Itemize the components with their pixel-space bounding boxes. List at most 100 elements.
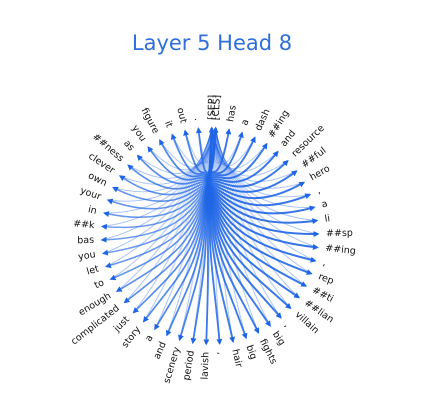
attention-edge-faint <box>215 128 268 169</box>
attention-edge <box>101 183 209 256</box>
attention-edge-faint <box>211 127 319 235</box>
attention-edge-faint <box>211 127 318 248</box>
attention-edge-faint <box>171 128 217 166</box>
attention-edge-faint <box>215 128 278 173</box>
attention-edge-faint <box>215 128 310 198</box>
attention-edge-faint <box>215 128 307 287</box>
attention-edge <box>207 159 289 188</box>
attention-edge-faint <box>102 128 217 227</box>
token-label: , <box>322 257 327 268</box>
attention-edge-faint <box>215 128 243 165</box>
token-label: let <box>85 263 100 277</box>
attention-edge-faint <box>215 128 247 338</box>
attention-edges <box>100 126 320 346</box>
token-label: has <box>225 104 239 123</box>
attention-edge <box>123 183 209 304</box>
token-label: ##sp <box>326 228 353 240</box>
attention-edge <box>106 183 209 210</box>
attention-edge <box>115 183 209 292</box>
attention-edge-strong <box>206 126 215 185</box>
attention-edge-faint <box>215 128 316 262</box>
token-label: big <box>244 344 259 362</box>
token-label: hair <box>229 348 244 368</box>
attention-edge-faint <box>215 128 312 275</box>
attention-edge-faint <box>215 128 304 189</box>
attention-edge-faint <box>128 127 213 179</box>
attention-edge <box>207 183 317 263</box>
token-label: a <box>239 118 251 127</box>
attention-edge <box>112 183 209 202</box>
attention-edge-faint <box>215 128 319 235</box>
attention-edge-faint <box>211 127 310 198</box>
token-label: as <box>121 138 136 153</box>
attention-edge-faint <box>108 128 217 202</box>
attention-edge-faint <box>211 127 307 287</box>
attention-edge <box>100 183 209 243</box>
attention-edge-faint <box>137 127 213 174</box>
attention-edge <box>159 138 209 185</box>
token-label: , <box>215 351 226 355</box>
attention-edge <box>207 183 312 207</box>
attention-edge-faint <box>102 127 213 227</box>
attention-edge <box>109 183 209 281</box>
attention-edge-faint <box>159 127 213 168</box>
attention-edge-faint <box>205 128 217 344</box>
attention-edge <box>147 146 209 185</box>
attention-edge <box>207 183 316 215</box>
token-label: lavish <box>200 352 212 380</box>
token-label: [SEP] <box>207 95 218 120</box>
attention-edge-faint <box>101 127 213 241</box>
attention-edge <box>118 175 209 196</box>
attention-edge-faint <box>211 127 271 326</box>
attention-edge-faint <box>108 127 213 202</box>
attention-edge-faint <box>215 128 297 182</box>
attention-edge <box>207 183 313 275</box>
attention-edge <box>207 183 320 238</box>
attention-edge-faint <box>211 127 304 189</box>
attention-edge <box>100 183 209 230</box>
attention-edge <box>207 170 298 193</box>
attention-edge-faint <box>215 128 315 208</box>
token-label: , <box>315 185 322 196</box>
attention-edge-faint <box>124 127 213 303</box>
attention-edge-faint <box>211 127 300 298</box>
token-label: period <box>181 350 197 382</box>
attention-edge <box>104 183 209 269</box>
token-label: [CLS] <box>211 95 223 121</box>
attention-edge <box>207 183 319 250</box>
token-label: . <box>192 117 203 121</box>
token-label: out <box>174 107 188 125</box>
token-label: a <box>320 198 329 210</box>
attention-edge-faint <box>215 128 291 309</box>
attention-edge-faint <box>211 127 312 275</box>
attention-edge <box>127 164 209 190</box>
attention-edge-faint <box>110 127 213 280</box>
token-label: in <box>87 204 98 217</box>
token-label: own <box>86 170 108 189</box>
attention-edge <box>207 183 319 225</box>
token-label: ##ing <box>325 243 357 257</box>
token-label: big <box>270 329 287 347</box>
attention-edge-faint <box>215 128 282 318</box>
token-label: you <box>77 249 96 263</box>
attention-edge-faint <box>211 127 316 262</box>
attention-edge-faint <box>211 127 317 221</box>
attention-edge-faint <box>211 127 315 208</box>
attention-edge <box>142 183 209 323</box>
diagram-title: Layer 5 Head 8 <box>132 31 292 55</box>
token-label: bas <box>77 235 94 247</box>
attention-edge-faint <box>215 128 259 333</box>
attention-edge-faint <box>101 128 217 241</box>
token-label: and <box>152 340 169 361</box>
attention-edge-faint <box>116 127 213 292</box>
attention-edge-faint <box>133 127 213 313</box>
attention-edge-faint <box>215 128 318 248</box>
attention-edge-faint <box>211 127 282 318</box>
attention-edge-faint <box>215 128 288 177</box>
token-label: it <box>162 119 175 129</box>
attention-edge-faint <box>211 127 291 309</box>
attention-edge-faint <box>214 128 221 344</box>
attention-edge <box>136 154 209 185</box>
token-label: to <box>93 277 106 291</box>
